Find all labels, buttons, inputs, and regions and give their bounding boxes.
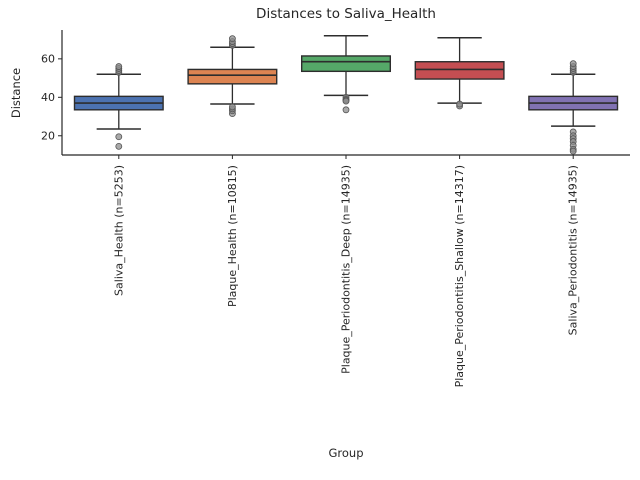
x-axis-label: Group xyxy=(328,446,364,460)
x-tick-label: Plaque_Periodontitis_Deep (n=14935) xyxy=(340,165,353,374)
box xyxy=(414,61,505,80)
outlier-point xyxy=(115,63,123,70)
outlier-point xyxy=(115,142,123,150)
x-tick-label: Saliva_Health (n=5253) xyxy=(112,165,125,296)
y-tick-label: 40 xyxy=(41,91,55,104)
box xyxy=(187,68,278,85)
x-tick-label: Saliva_Periodontitis (n=14935) xyxy=(567,165,580,335)
y-tick-label: 20 xyxy=(41,129,55,142)
outlier-point xyxy=(569,147,577,155)
outlier-point xyxy=(228,103,236,111)
outlier-point xyxy=(342,106,350,114)
x-tick-label: Plaque_Periodontitis_Shallow (n=14317) xyxy=(453,165,466,387)
box xyxy=(300,55,392,73)
outlier-point xyxy=(569,60,577,68)
y-tick-label: 60 xyxy=(41,52,55,65)
outlier-point xyxy=(342,97,350,105)
x-tick-label: Plaque_Health (n=10815) xyxy=(226,165,239,307)
outlier-point xyxy=(228,35,236,43)
outlier-point xyxy=(115,133,123,141)
outlier-point xyxy=(456,100,464,108)
chart-title: Distances to Saliva_Health xyxy=(256,6,436,22)
